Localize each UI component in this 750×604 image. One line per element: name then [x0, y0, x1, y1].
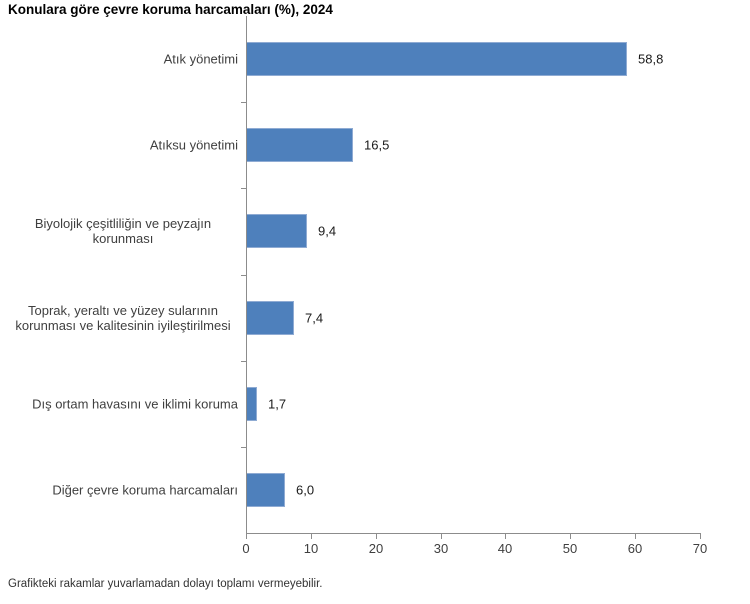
x-axis-line — [246, 533, 701, 534]
row-separator-tick — [241, 102, 246, 103]
value-label: 58,8 — [638, 51, 664, 67]
category-label: Diğer çevre koruma harcamaları — [52, 482, 238, 498]
category-label: Toprak, yeraltı ve yüzey sularının korun… — [15, 302, 231, 333]
bar — [246, 387, 257, 421]
row-separator-tick — [241, 275, 246, 276]
x-tick — [376, 534, 377, 539]
category-label: Dış ortam havasını ve iklimi koruma — [32, 396, 238, 412]
x-tick-label: 40 — [497, 541, 513, 556]
x-tick-label: 10 — [303, 541, 319, 556]
bar — [246, 128, 353, 162]
bar — [246, 473, 285, 507]
value-label: 1,7 — [268, 396, 287, 412]
x-tick — [246, 534, 247, 539]
category-label: Atık yönetimi — [163, 51, 238, 67]
x-tick-label: 60 — [627, 541, 643, 556]
value-label: 6,0 — [296, 482, 315, 498]
x-tick — [570, 534, 571, 539]
x-tick-label: 50 — [562, 541, 578, 556]
x-tick — [700, 534, 701, 539]
chart-footnote: Grafikteki rakamlar yuvarlamadan dolayı … — [8, 578, 323, 590]
row-separator-tick — [241, 447, 246, 448]
row-separator-tick — [241, 188, 246, 189]
x-tick-label: 20 — [368, 541, 384, 556]
x-tick-label: 0 — [242, 541, 250, 556]
bar — [246, 214, 307, 248]
chart-title: Konulara göre çevre koruma harcamaları (… — [8, 2, 333, 17]
x-tick — [311, 534, 312, 539]
category-label: Atıksu yönetimi — [149, 137, 238, 153]
value-label: 9,4 — [318, 223, 337, 239]
x-tick-label: 30 — [433, 541, 449, 556]
y-axis-line — [246, 16, 247, 533]
category-label: Biyolojik çeşitliliğin ve peyzajın korun… — [34, 216, 212, 247]
x-tick — [441, 534, 442, 539]
x-tick — [505, 534, 506, 539]
value-label: 16,5 — [364, 137, 390, 153]
row-separator-tick — [241, 361, 246, 362]
bar — [246, 42, 627, 76]
x-tick-label: 70 — [692, 541, 708, 556]
value-label: 7,4 — [305, 310, 324, 326]
bar — [246, 301, 294, 335]
x-tick — [635, 534, 636, 539]
